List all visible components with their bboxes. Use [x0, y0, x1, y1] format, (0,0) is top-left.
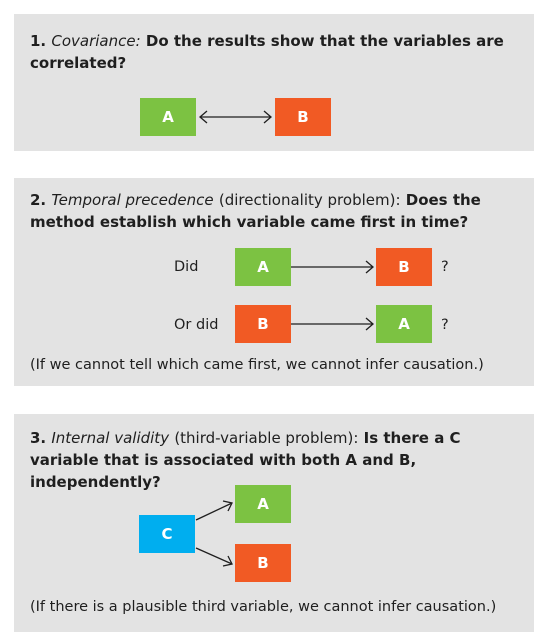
temporal-note: (If we cannot tell which came first, we …	[30, 357, 484, 373]
internal-validity-panel: 3. Internal validity (third-variable pro…	[14, 414, 534, 632]
temporal-question: Does the method establish which variable…	[30, 191, 481, 231]
temporal-term: Temporal precedence	[51, 191, 214, 209]
covariance-box-a: A	[140, 98, 196, 136]
arrowhead-right	[263, 110, 272, 124]
row1-arrowhead	[365, 260, 374, 274]
temporal-arrows	[291, 260, 374, 331]
row2-box-a: A	[376, 305, 432, 343]
c-to-b-arrow-line	[195, 547, 233, 565]
row1-box-b: B	[376, 248, 432, 286]
internal-validity-term: Internal validity	[51, 429, 170, 447]
internal-validity-qualifier: (third-variable problem):	[174, 429, 359, 447]
temporal-heading: 2. Temporal precedence (directionality p…	[30, 189, 525, 233]
row2-label: Or did	[174, 317, 219, 333]
row2-question-mark: ?	[441, 317, 449, 333]
covariance-panel: 1. Covariance: Do the results show that …	[14, 14, 534, 151]
internal-validity-note: (If there is a plausible third variable,…	[30, 599, 497, 615]
internal-validity-number: 3.	[30, 429, 47, 447]
third-variable-box-c: C	[139, 515, 195, 553]
covariance-question: Do the results show that the variables a…	[30, 32, 504, 72]
row2-arrowhead	[365, 317, 374, 331]
internal-validity-heading: 3. Internal validity (third-variable pro…	[30, 427, 525, 493]
temporal-qualifier: (directionality problem):	[218, 191, 401, 209]
third-variable-box-a: A	[235, 485, 291, 523]
temporal-precedence-panel: 2. Temporal precedence (directionality p…	[14, 178, 534, 386]
row1-question-mark: ?	[441, 259, 449, 275]
third-variable-box-b: B	[235, 544, 291, 582]
covariance-term: Covariance:	[51, 32, 141, 50]
covariance-box-b: B	[275, 98, 331, 136]
c-to-a-arrow-line	[195, 502, 233, 521]
row1-label: Did	[174, 259, 199, 275]
internal-validity-question: Is there a C variable that is associated…	[30, 429, 461, 491]
c-to-a-arrowhead	[222, 500, 233, 512]
arrowhead-left	[199, 110, 208, 124]
row1-box-a: A	[235, 248, 291, 286]
temporal-number: 2.	[30, 191, 47, 209]
third-variable-arrows	[195, 500, 233, 567]
covariance-number: 1.	[30, 32, 47, 50]
row2-box-b: B	[235, 305, 291, 343]
covariance-arrows	[199, 110, 272, 124]
c-to-b-arrowhead	[222, 555, 233, 567]
covariance-heading: 1. Covariance: Do the results show that …	[30, 30, 525, 74]
